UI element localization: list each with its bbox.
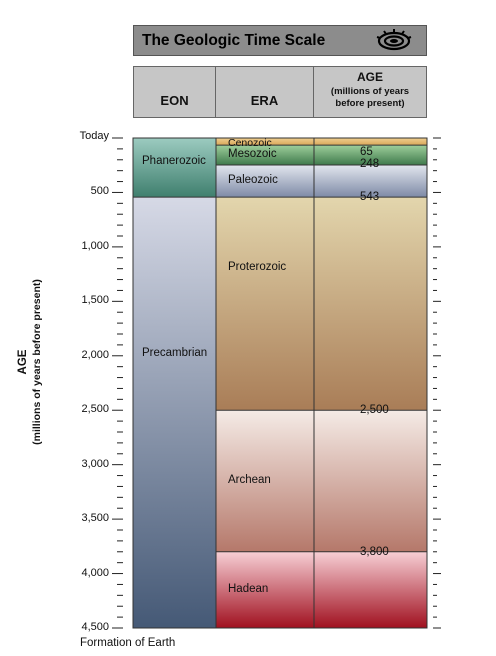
- axis-tick-label: 500: [90, 185, 109, 198]
- era-label-mesozoic: Mesozoic: [228, 148, 277, 161]
- era-band-proterozoic: [216, 197, 314, 411]
- axis-tick-label: 4,500: [81, 621, 109, 633]
- era-band-archean: [216, 410, 314, 552]
- age-band-cenozoic: [314, 138, 427, 146]
- axis-tick-label: 2,500: [81, 403, 109, 416]
- axis-tick-label: 4,000: [81, 566, 109, 579]
- era-label-archean: Archean: [228, 474, 271, 486]
- age-boundary-label: 543: [360, 191, 380, 204]
- strata-logo-icon: [376, 29, 412, 51]
- age-boundary-label: 65: [360, 146, 373, 159]
- eon-label-precambrian: Precambrian: [142, 346, 208, 359]
- axis-tick-label: 1,000: [81, 239, 109, 252]
- age-boundary-label: 248: [360, 158, 380, 170]
- era-band-mesozoic: [216, 145, 314, 166]
- axis-tick-label: 1,500: [81, 294, 109, 307]
- title-bar: The Geologic Time Scale: [133, 25, 427, 56]
- age-band-paleozoic: [314, 165, 427, 198]
- age-boundary-label: 3,800: [360, 545, 389, 558]
- axis-tick-label: 2,000: [81, 348, 109, 361]
- era-label-cenozoic: Cenozoic: [228, 137, 272, 149]
- age-band-archean: [314, 410, 427, 552]
- header-age-label: AGE: [356, 70, 383, 84]
- age-band-hadean: [314, 551, 427, 628]
- header-age-sublabel: (millions of years before present): [314, 86, 426, 110]
- header-age: AGE (millions of years before present): [313, 66, 427, 118]
- era-label-proterozoic: Proterozoic: [228, 261, 287, 274]
- axis-today-label: Today: [79, 130, 109, 142]
- era-band-paleozoic: [216, 165, 314, 198]
- header-eon-label: EON: [160, 93, 189, 108]
- header-era: ERA: [215, 66, 314, 118]
- era-label-paleozoic: Paleozoic: [228, 174, 278, 187]
- header-age-sublabel-line2: before present): [335, 98, 405, 109]
- era-band-cenozoic: [216, 138, 314, 146]
- era-label-hadean: Hadean: [228, 582, 269, 595]
- diagram-border: [132, 137, 428, 629]
- header-eon: EON: [133, 66, 216, 118]
- header-era-label: ERA: [250, 93, 279, 108]
- eon-band-precambrian: [133, 197, 216, 629]
- axis-formation-label: Formation of Earth: [80, 637, 176, 649]
- page-title: The Geologic Time Scale: [142, 32, 326, 49]
- age-band-proterozoic: [314, 197, 427, 411]
- age-band-mesozoic: [314, 145, 427, 166]
- axis-tick-label: 3,500: [81, 512, 109, 525]
- era-band-hadean: [216, 551, 314, 628]
- eon-band-phanerozoic: [133, 138, 216, 198]
- eon-label-phanerozoic: Phanerozoic: [142, 154, 206, 167]
- age-boundary-label: 2,500: [360, 404, 389, 417]
- header-age-sublabel-line1: (millions of years: [330, 86, 410, 97]
- axis-tick-label: 3,000: [81, 457, 109, 470]
